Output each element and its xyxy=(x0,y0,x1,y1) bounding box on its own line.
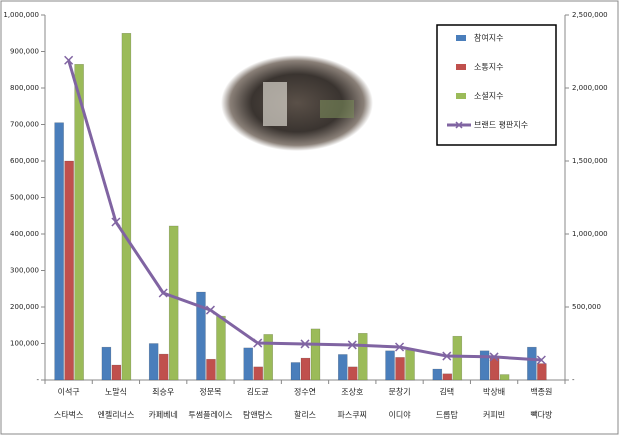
legend-label: 참여지수 xyxy=(474,33,503,43)
bar xyxy=(385,350,395,381)
bar xyxy=(243,347,253,381)
y-tick-label: 300,000 xyxy=(10,267,39,275)
photo-detail xyxy=(320,100,354,118)
legend-swatch xyxy=(456,35,466,41)
bar xyxy=(64,160,74,381)
legend-swatch xyxy=(455,121,463,129)
bar xyxy=(479,350,490,381)
bar xyxy=(527,346,537,381)
bar xyxy=(442,373,453,381)
y-tick-label: - xyxy=(36,376,39,384)
bar xyxy=(395,357,405,381)
x-tick-sublabel: 드롭탑 xyxy=(436,411,459,420)
x-tick-sublabel: 탐앤탐스 xyxy=(243,410,272,420)
photo-decoration xyxy=(221,55,373,151)
y-tick-label: 1,000,000 xyxy=(3,11,39,19)
bar xyxy=(452,335,463,381)
line-marker xyxy=(158,288,168,298)
bar xyxy=(121,33,132,381)
y-tick-label: 700,000 xyxy=(10,121,39,129)
x-tick-label: 최승우 xyxy=(152,387,174,397)
bar xyxy=(148,343,159,381)
x-tick-sublabel: 엔젤리너스 xyxy=(98,410,135,420)
x-tick-label: 조상호 xyxy=(341,387,363,397)
y-tick-label: 200,000 xyxy=(10,303,39,311)
bar xyxy=(158,353,169,381)
bar xyxy=(348,366,358,381)
x-tick-sublabel: 빽다방 xyxy=(530,410,553,420)
y-tick-label: 600,000 xyxy=(10,157,39,165)
photo-detail xyxy=(263,82,287,126)
bar xyxy=(101,346,112,381)
x-tick-label: 박상배 xyxy=(483,387,505,397)
x-tick-sublabel: 투썸플레이스 xyxy=(188,410,232,420)
x-tick-label: 김도균 xyxy=(247,387,269,397)
bar xyxy=(338,354,348,381)
legend-label: 브랜드 평판지수 xyxy=(474,120,528,130)
bar xyxy=(111,364,122,381)
y2-tick-label: 2,000,000 xyxy=(572,84,608,92)
y2-tick-label: 500,000 xyxy=(572,303,601,311)
x-tick-label: 노말식 xyxy=(105,388,127,397)
legend-swatch xyxy=(456,64,466,70)
x-tick-sublabel: 카페베네 xyxy=(148,410,177,420)
line-marker xyxy=(395,342,405,352)
bar xyxy=(358,333,368,381)
bar xyxy=(196,291,206,381)
y-tick-label: 800,000 xyxy=(10,84,39,92)
line-marker xyxy=(489,352,499,362)
y2-tick-label: 1,000,000 xyxy=(572,230,608,238)
line-marker xyxy=(205,305,215,315)
y-tick-label: 400,000 xyxy=(10,230,39,238)
legend-label: 소셜지수 xyxy=(474,92,503,101)
line-marker xyxy=(64,55,74,65)
bar xyxy=(253,366,263,381)
bar xyxy=(290,362,301,381)
bar xyxy=(216,315,226,381)
bar xyxy=(432,368,443,381)
x-tick-sublabel: 커피빈 xyxy=(483,411,505,420)
x-tick-label: 이석구 xyxy=(58,387,80,397)
line-marker xyxy=(536,355,546,365)
bar xyxy=(537,363,547,381)
y-tick-label: 500,000 xyxy=(10,194,39,202)
x-tick-sublabel: 스타벅스 xyxy=(54,410,83,420)
bar xyxy=(206,358,216,381)
y-tick-label: 100,000 xyxy=(10,340,39,348)
line-marker xyxy=(300,339,310,349)
bar xyxy=(168,225,179,381)
line-marker xyxy=(111,217,121,227)
x-tick-label: 정수연 xyxy=(294,387,316,397)
line-marker xyxy=(442,351,452,361)
bar xyxy=(405,349,415,381)
line-marker xyxy=(347,340,357,350)
x-tick-sublabel: 파스쿠찌 xyxy=(338,411,367,420)
x-tick-label: 정문목 xyxy=(199,387,221,397)
x-tick-sublabel: 이디야 xyxy=(388,410,411,420)
bar xyxy=(263,334,273,381)
x-tick-sublabel: 할리스 xyxy=(294,410,316,420)
y-tick-label: 900,000 xyxy=(10,48,39,56)
x-tick-label: 문창기 xyxy=(388,388,410,397)
line-marker xyxy=(253,338,263,348)
y2-tick-label: 2,500,000 xyxy=(572,11,608,19)
bar xyxy=(300,357,311,381)
bar xyxy=(499,374,510,381)
y2-tick-label: 1,500,000 xyxy=(572,157,608,165)
bar xyxy=(54,122,64,381)
legend-swatch xyxy=(456,93,466,99)
x-tick-label: 김택 xyxy=(439,387,454,397)
bar xyxy=(310,328,321,381)
legend-label: 소통지수 xyxy=(474,63,503,72)
bar xyxy=(74,64,84,381)
x-tick-label: 백종원 xyxy=(530,387,552,397)
y2-tick-label: - xyxy=(572,376,575,384)
